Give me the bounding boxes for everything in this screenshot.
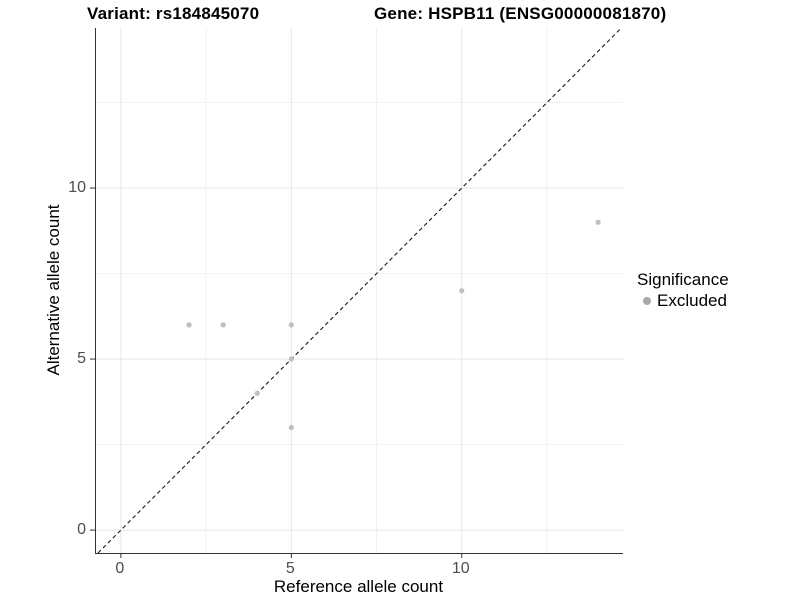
plot-panel: [90, 27, 623, 558]
x-tick-label: 10: [451, 560, 470, 577]
legend-title: Significance: [637, 270, 729, 289]
y-tick-label: 0: [77, 521, 86, 539]
legend: Significance Excluded: [637, 270, 729, 311]
data-point: [220, 322, 226, 328]
x-tick-label: 5: [285, 560, 295, 577]
variant-title: Variant: rs184845070: [87, 4, 260, 23]
x-axis-title: Reference allele count: [273, 577, 444, 596]
data-point: [288, 356, 294, 362]
data-point: [595, 219, 601, 225]
data-point: [288, 322, 294, 328]
y-tick-label: 10: [68, 179, 86, 197]
legend-item-label: Excluded: [657, 291, 727, 310]
legend-items: Excluded: [637, 291, 729, 311]
x-tick-label: 0: [115, 560, 125, 577]
y-axis-title: Alternative allele count: [44, 204, 63, 376]
legend-key-dot-icon: [643, 297, 651, 305]
data-point: [186, 322, 192, 328]
data-point: [459, 288, 465, 294]
data-point: [288, 424, 294, 431]
data-point: [254, 390, 260, 396]
y-tick-label: 5: [77, 350, 86, 368]
plot-canvas: [90, 27, 623, 558]
gene-title: Gene: HSPB11 (ENSG00000081870): [374, 4, 667, 23]
legend-item: Excluded: [637, 291, 729, 311]
identity-reference-line: [97, 27, 622, 554]
